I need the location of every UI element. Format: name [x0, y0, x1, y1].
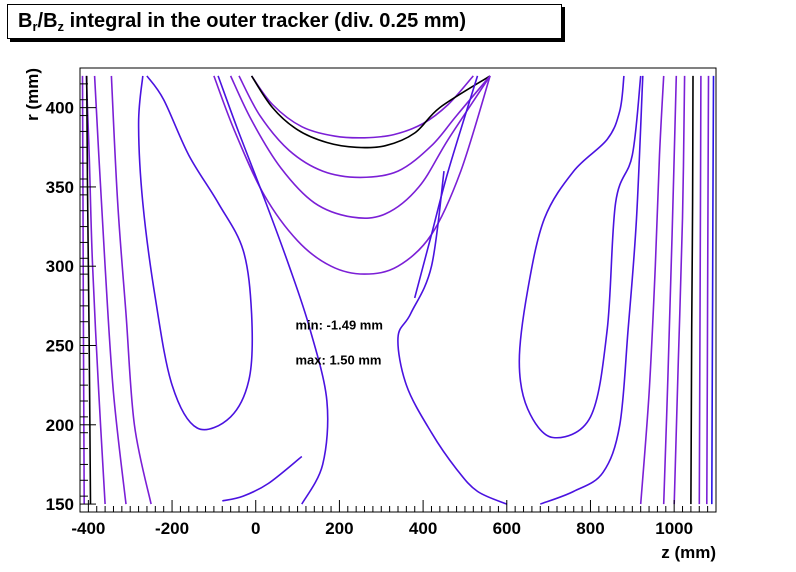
annotation-text: max: 1.50 mm [295, 353, 381, 368]
contour-line [81, 75, 85, 505]
annotations: min: -1.49 mm max: 1.50 mm [295, 318, 382, 368]
contour-line [222, 455, 303, 502]
contour-line [397, 170, 508, 505]
contour-line [690, 75, 694, 505]
contour-line [698, 75, 702, 505]
x-tick-label: -200 [155, 519, 189, 538]
chart-title: Br/Bz integral in the outer tracker (div… [7, 4, 562, 39]
contour-line [213, 75, 491, 275]
contour-line [85, 75, 106, 505]
contour-line [110, 75, 152, 505]
x-axis-label: z (mm) [661, 543, 716, 562]
contour-lines [81, 75, 715, 505]
contour-line [673, 75, 686, 505]
y-tick-label: 300 [46, 257, 74, 276]
y-tick-label: 350 [46, 178, 74, 197]
contour-line [229, 75, 491, 219]
contour-line [662, 75, 678, 505]
contour-line [85, 75, 92, 505]
contour-line [93, 75, 127, 505]
contour-line [518, 75, 642, 439]
x-tick-label: 1000 [655, 519, 693, 538]
title-slash: /B [37, 10, 58, 32]
y-tick-label: 200 [46, 416, 74, 435]
tick-labels: -400 -200 0 200 400 600 800 1000 150 200 250 300 350… [46, 99, 693, 538]
title-sub-r: r [32, 19, 38, 34]
y-axis-label: r (mm) [23, 68, 42, 121]
x-tick-label: 0 [251, 519, 260, 538]
annotation-text: min: -1.49 mm [295, 318, 382, 333]
contour-line [540, 75, 644, 505]
plot-frame [79, 67, 717, 513]
x-tick-label: 800 [576, 519, 604, 538]
y-tick-label: 250 [46, 337, 74, 356]
axis-ticks [79, 67, 717, 513]
contour-line [250, 75, 474, 139]
x-tick-label: 400 [409, 519, 437, 538]
contour-line [217, 75, 329, 505]
x-tick-label: -400 [71, 519, 105, 538]
contour-line [137, 75, 254, 431]
contour-line [711, 75, 715, 505]
contour-line [639, 75, 665, 505]
y-tick-label: 400 [46, 99, 74, 118]
title-b: B [18, 10, 33, 32]
x-tick-label: 600 [493, 519, 521, 538]
y-tick-label: 150 [46, 495, 74, 514]
contour-line [238, 75, 491, 179]
title-sub-z: z [57, 19, 65, 34]
contour-line [706, 75, 710, 505]
x-tick-label: 200 [325, 519, 353, 538]
contour-line [250, 75, 491, 149]
title-rest: integral in the outer tracker (div. 0.25… [64, 10, 466, 32]
